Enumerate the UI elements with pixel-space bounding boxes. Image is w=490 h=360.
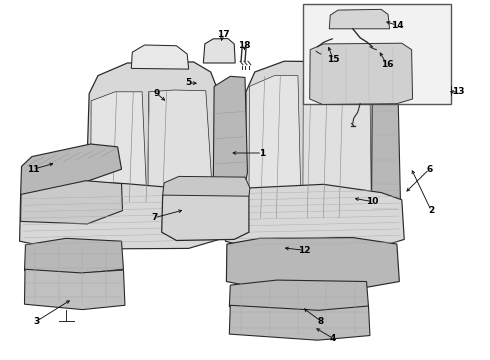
Polygon shape xyxy=(21,144,122,198)
Text: 9: 9 xyxy=(153,89,160,98)
Text: 11: 11 xyxy=(27,165,40,174)
Text: 17: 17 xyxy=(217,30,229,39)
Polygon shape xyxy=(148,90,213,203)
Polygon shape xyxy=(371,76,401,224)
Polygon shape xyxy=(131,45,189,69)
Text: 1: 1 xyxy=(259,149,265,158)
Polygon shape xyxy=(24,269,125,310)
Polygon shape xyxy=(303,75,371,218)
Text: 12: 12 xyxy=(297,246,310,255)
Text: 5: 5 xyxy=(186,78,192,87)
Polygon shape xyxy=(225,184,404,250)
Text: 3: 3 xyxy=(34,317,40,325)
Text: 10: 10 xyxy=(366,197,379,206)
Polygon shape xyxy=(249,76,301,218)
Bar xyxy=(303,4,451,104)
Polygon shape xyxy=(86,62,218,213)
Polygon shape xyxy=(20,182,223,249)
Polygon shape xyxy=(229,305,370,340)
Text: 13: 13 xyxy=(452,87,465,96)
Polygon shape xyxy=(213,76,247,205)
Polygon shape xyxy=(24,238,123,274)
Polygon shape xyxy=(91,92,147,203)
Polygon shape xyxy=(21,181,122,224)
Polygon shape xyxy=(203,39,235,63)
Text: 16: 16 xyxy=(381,60,393,69)
Polygon shape xyxy=(329,9,390,29)
Polygon shape xyxy=(229,280,368,311)
Text: 15: 15 xyxy=(327,55,340,64)
Text: 8: 8 xyxy=(318,317,324,325)
Polygon shape xyxy=(310,43,413,104)
Text: 14: 14 xyxy=(391,21,403,30)
Polygon shape xyxy=(245,61,376,227)
Text: 7: 7 xyxy=(151,213,158,222)
Text: 18: 18 xyxy=(238,40,250,49)
Text: 2: 2 xyxy=(428,206,434,215)
Polygon shape xyxy=(162,188,249,240)
Polygon shape xyxy=(163,176,250,196)
Text: 4: 4 xyxy=(330,334,337,343)
Text: 6: 6 xyxy=(426,165,432,174)
Polygon shape xyxy=(226,238,399,289)
